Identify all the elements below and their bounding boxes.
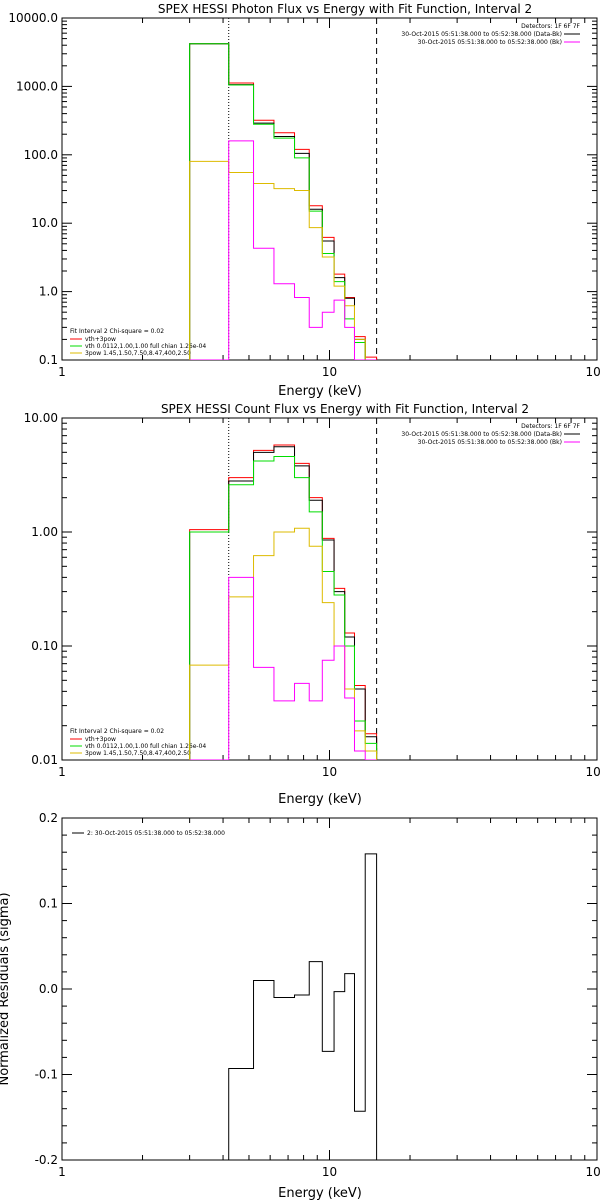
y-tick-label: 1.0 — [39, 285, 58, 299]
y-tick-label: 0.10 — [31, 639, 58, 653]
y-tick-label: 1000.0 — [16, 79, 58, 93]
info-bk-interval: 30-Oct-2015 05:51:38.000 to 05:52:38.000… — [418, 39, 562, 46]
fit-line-3: 3pow 1.45,1.50,7.50,8.47,400,2.50 — [85, 750, 191, 757]
series-2-step-line — [189, 455, 378, 760]
residuals-xlabel: Energy (keV) — [278, 1186, 362, 1200]
fit-line-1: vth+3pow — [85, 736, 116, 743]
fit-line-2: vth 0.0112,1.00,1.00 full chian 1.26e-04 — [85, 343, 206, 350]
y-tick-label: 100.0 — [24, 148, 58, 162]
fit-line-3: 3pow 1.45,1.50,7.50,8.47,400,2.50 — [85, 350, 191, 357]
series-0-step-line — [189, 444, 378, 760]
series-group — [189, 43, 378, 360]
y-tick-label: 0.1 — [39, 897, 58, 911]
x-tick-label: 100 — [586, 365, 600, 379]
series-group — [228, 853, 378, 1160]
info-detectors: Detectors: 1F 6F 7F — [521, 423, 580, 430]
info-data-bk-interval: 30-Oct-2015 05:51:38.000 to 05:52:38.000… — [401, 31, 562, 38]
y-tick-label: 1.00 — [31, 525, 58, 539]
series-4-step-line — [189, 140, 377, 360]
x-tick-label: 1 — [58, 365, 66, 379]
x-tick-label: 1 — [58, 765, 66, 779]
y-tick-label: -0.2 — [35, 1153, 58, 1167]
series-4-step-line — [189, 576, 377, 760]
fit-line-1: vth+3pow — [85, 336, 116, 343]
x-tick-label: 10 — [322, 1165, 337, 1179]
x-tick-label: 10 — [322, 765, 337, 779]
y-tick-label: 10000.0 — [8, 11, 58, 25]
photon-info-box: Detectors: 1F 6F 7F 30-Oct-2015 05:51:38… — [401, 23, 580, 46]
photon-flux-xlabel: Energy (keV) — [278, 384, 362, 399]
y-tick-label: 10.0 — [31, 216, 58, 230]
y-tick-label: -0.1 — [35, 1068, 58, 1082]
x-tick-label: 10 — [322, 365, 337, 379]
fit-header: Fit Interval 2 Chi-square = 0.02 — [70, 728, 164, 735]
fit-header: Fit Interval 2 Chi-square = 0.02 — [70, 328, 164, 335]
y-tick-label: 0.0 — [39, 982, 58, 996]
series-0-step-line — [228, 853, 378, 1160]
series-group — [189, 444, 378, 760]
fit-line-2: vth 0.0112,1.00,1.00 full chian 1.26e-04 — [85, 743, 206, 750]
count-fit-legend: Fit Interval 2 Chi-square = 0.02 vth+3po… — [70, 728, 206, 757]
residuals-ylabel: Normalized Residuals (sigma) — [0, 892, 12, 1085]
info-bk-interval: 30-Oct-2015 05:51:38.000 to 05:52:38.000… — [418, 439, 562, 446]
series-0-step-line — [189, 43, 378, 360]
y-tick-label: 0.1 — [39, 353, 58, 367]
count-flux-title: SPEX HESSI Count Flux vs Energy with Fit… — [161, 402, 529, 416]
series-3-step-line — [189, 160, 377, 360]
residuals-legend: 2: 30-Oct-2015 05:51:38.000 to 05:52:38.… — [72, 830, 225, 837]
info-data-bk-interval: 30-Oct-2015 05:51:38.000 to 05:52:38.000… — [401, 431, 562, 438]
series-3-step-line — [189, 527, 378, 760]
x-tick-label: 100 — [586, 765, 600, 779]
count-info-box: Detectors: 1F 6F 7F 30-Oct-2015 05:51:38… — [401, 423, 580, 446]
info-detectors: Detectors: 1F 6F 7F — [521, 23, 580, 30]
photon-flux-panel: SPEX HESSI Photon Flux vs Energy with Fi… — [8, 2, 600, 399]
y-tick-label: 0.2 — [39, 811, 58, 825]
x-tick-label: 100 — [586, 1165, 600, 1179]
photon-flux-title: SPEX HESSI Photon Flux vs Energy with Fi… — [158, 2, 532, 16]
photon-fit-legend: Fit Interval 2 Chi-square = 0.02 vth+3po… — [70, 328, 206, 357]
count-flux-xlabel: Energy (keV) — [278, 792, 362, 807]
count-flux-panel: SPEX HESSI Count Flux vs Energy with Fit… — [24, 402, 600, 807]
series-1-step-line — [189, 446, 378, 760]
residuals-panel: Energy (keV) Normalized Residuals (sigma… — [0, 811, 600, 1200]
y-tick-label: 10.00 — [24, 411, 58, 425]
y-tick-label: 0.01 — [31, 753, 58, 767]
residuals-legend-text: 2: 30-Oct-2015 05:51:38.000 to 05:52:38.… — [87, 830, 225, 837]
x-tick-label: 1 — [58, 1165, 66, 1179]
